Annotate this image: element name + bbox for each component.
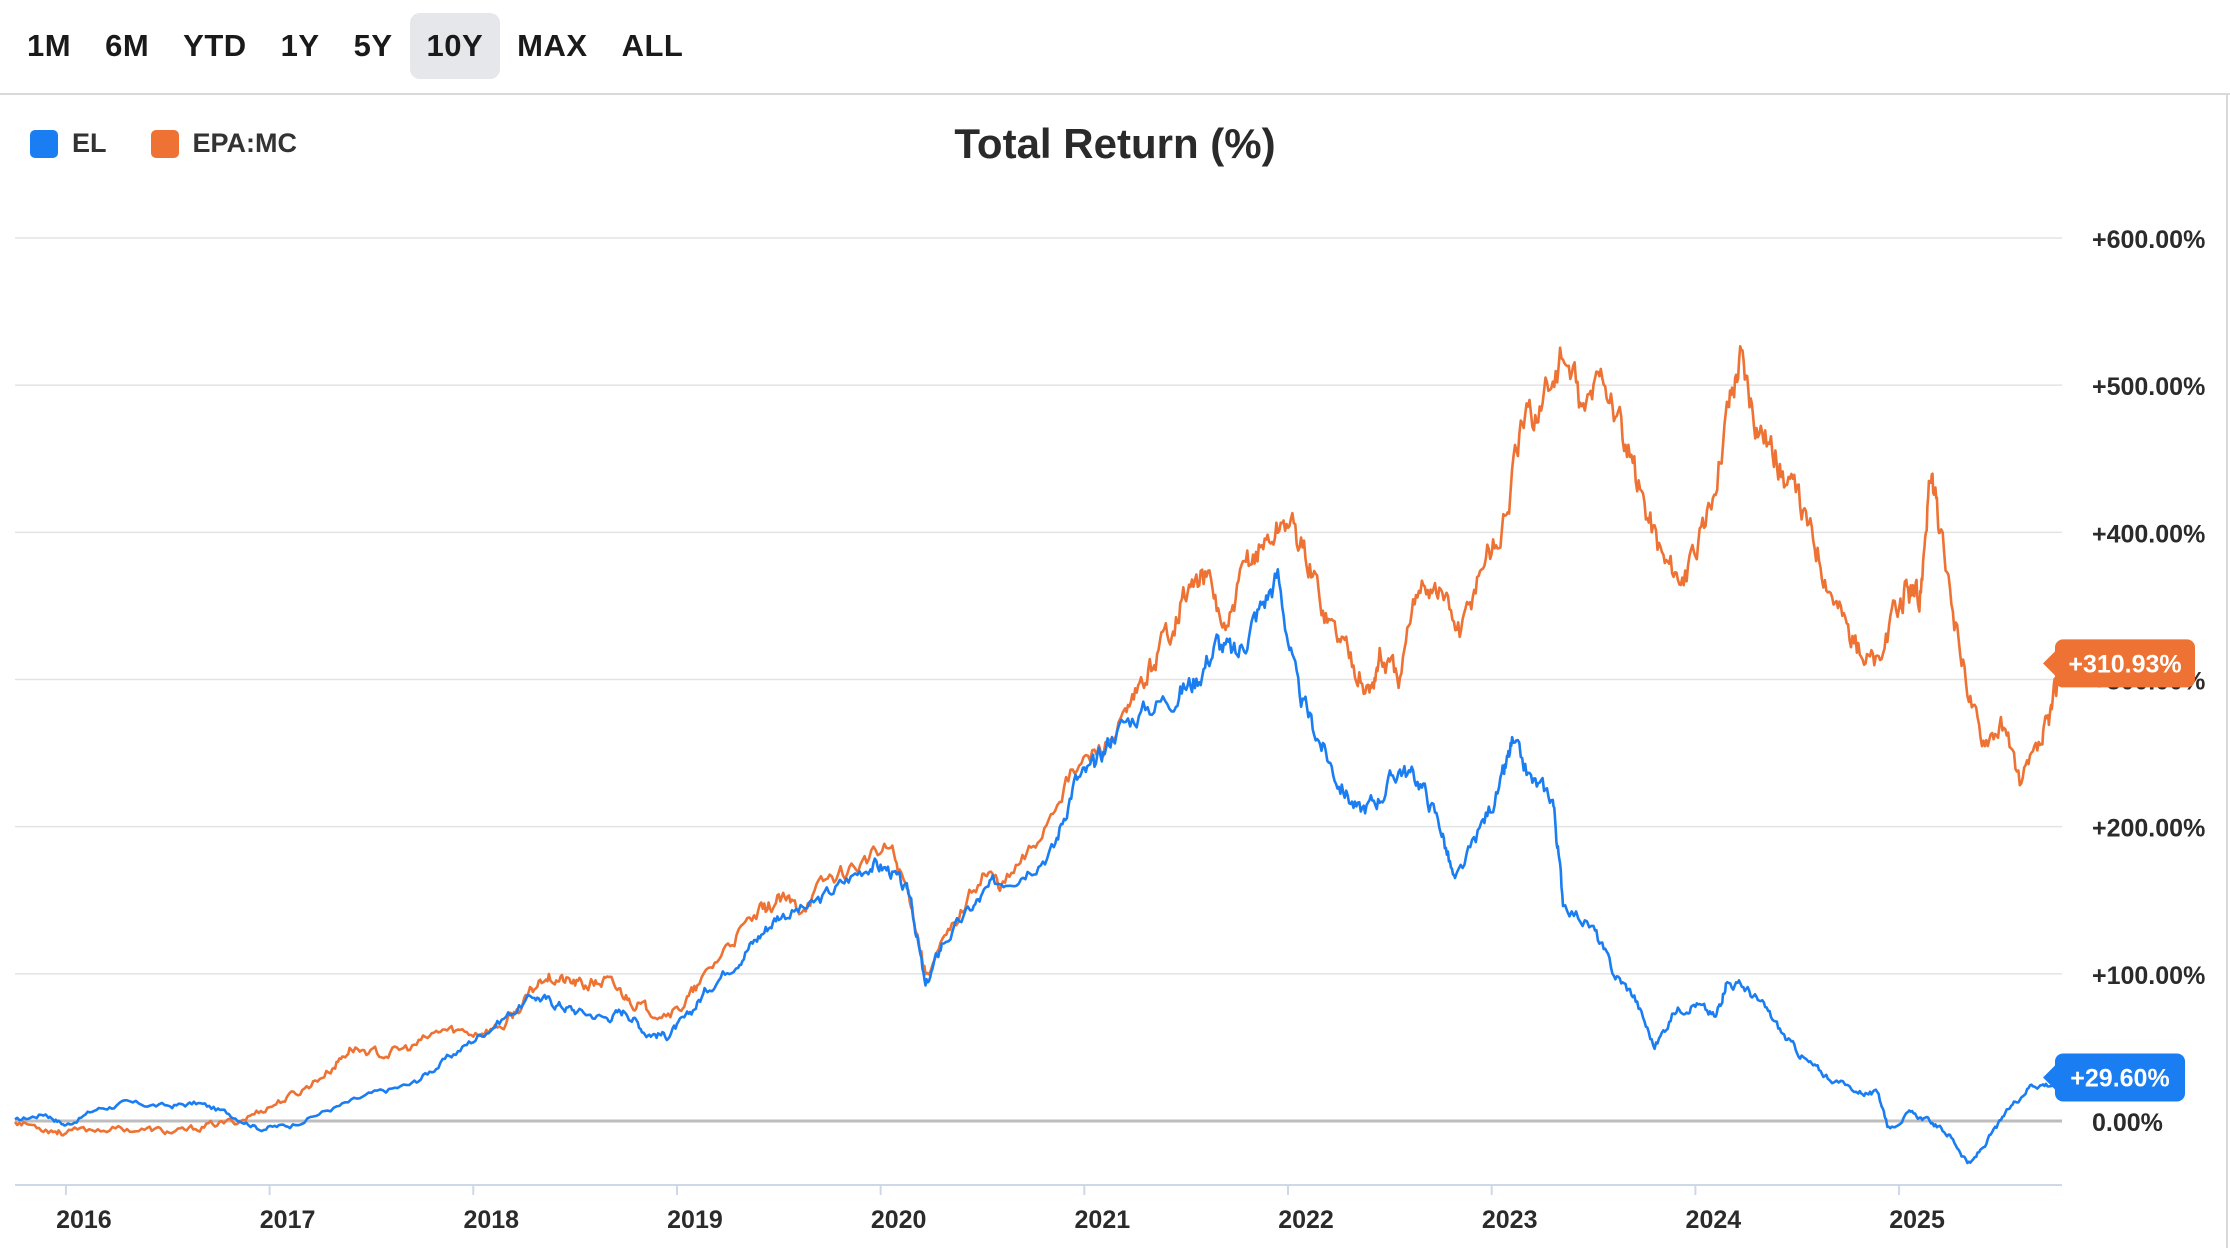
period-button-1m[interactable]: 1M xyxy=(27,28,72,63)
x-tick-label: 2020 xyxy=(871,1206,927,1234)
period-button-all[interactable]: ALL xyxy=(621,28,684,63)
x-tick-label: 2023 xyxy=(1482,1206,1538,1234)
period-toolbar: 1M 6M YTD 1Y 5Y 10Y MAX ALL xyxy=(0,0,2230,95)
x-tick-label: 2019 xyxy=(667,1206,723,1234)
legend: EL EPA:MC xyxy=(30,128,297,159)
x-tick-label: 2017 xyxy=(260,1206,316,1234)
x-tick-label: 2016 xyxy=(56,1206,112,1234)
period-button-5y[interactable]: 5Y xyxy=(353,28,393,63)
series-line-el[interactable] xyxy=(14,568,2064,1165)
legend-item-epa-mc[interactable]: EPA:MC xyxy=(150,128,298,159)
legend-swatch-epa-mc xyxy=(150,129,179,158)
x-tick-label: 2021 xyxy=(1075,1206,1131,1234)
x-tick-label: 2018 xyxy=(463,1206,519,1234)
legend-item-el[interactable]: EL xyxy=(30,128,107,159)
value-flag-label: +310.93% xyxy=(2068,650,2181,678)
y-tick-label: +500.00% xyxy=(2092,373,2205,401)
y-tick-label: +600.00% xyxy=(2092,226,2205,254)
period-button-ytd[interactable]: YTD xyxy=(183,28,247,63)
value-flag-label: +29.60% xyxy=(2070,1064,2169,1092)
period-button-1y[interactable]: 1Y xyxy=(280,28,320,63)
series-line-epa-mc[interactable] xyxy=(13,345,2064,1137)
chart-card xyxy=(0,95,2228,1248)
x-tick-label: 2025 xyxy=(1889,1206,1945,1234)
y-tick-label: +200.00% xyxy=(2092,815,2205,843)
legend-label-el: EL xyxy=(72,128,107,158)
legend-label-epa-mc: EPA:MC xyxy=(192,128,298,158)
period-button-10y[interactable]: 10Y xyxy=(409,13,501,79)
y-tick-label: +100.00% xyxy=(2092,962,2205,990)
value-flag-epa-mc xyxy=(2055,639,2195,688)
x-tick-label: 2024 xyxy=(1686,1206,1742,1234)
value-flag-pointer xyxy=(2043,651,2055,676)
x-tick-label: 2022 xyxy=(1278,1206,1334,1234)
value-flag-el xyxy=(2055,1053,2185,1102)
period-button-max[interactable]: MAX xyxy=(517,28,588,63)
chart-title: Total Return (%) xyxy=(954,120,1276,167)
legend-swatch-el xyxy=(30,129,58,158)
y-tick-label: 0.00% xyxy=(2092,1109,2163,1137)
period-selector: 1M 6M YTD 1Y 5Y 10Y MAX ALL xyxy=(10,13,700,79)
y-tick-label: +400.00% xyxy=(2092,520,2205,548)
value-flag-pointer xyxy=(2043,1065,2055,1090)
period-button-6m[interactable]: 6M xyxy=(105,28,150,63)
